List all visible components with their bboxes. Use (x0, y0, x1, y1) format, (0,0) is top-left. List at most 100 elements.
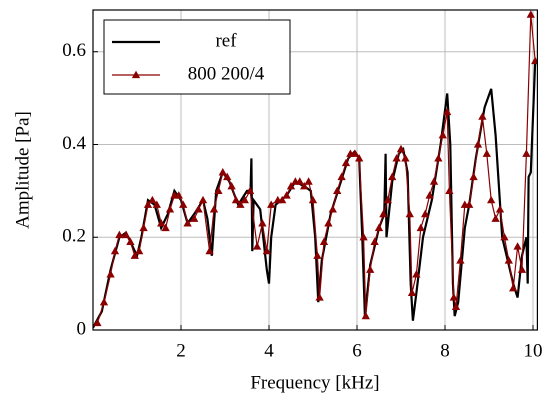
marker (315, 293, 324, 301)
marker (500, 232, 509, 241)
legend: ref 800 200/4 (103, 19, 291, 95)
marker (421, 209, 430, 218)
y-tick-label: 0.4 (62, 133, 86, 154)
marker (179, 200, 188, 208)
marker (304, 177, 313, 185)
marker (227, 181, 236, 190)
marker (267, 200, 276, 208)
marker (198, 195, 208, 204)
marker (509, 283, 518, 292)
marker (504, 256, 513, 264)
marker (383, 195, 392, 204)
marker (240, 195, 249, 204)
marker (350, 149, 359, 157)
y-axis-label: Amplitude [Pa] (12, 111, 33, 229)
marker (135, 246, 144, 255)
marker (487, 195, 496, 204)
marker (438, 130, 447, 139)
marker (407, 288, 417, 297)
marker (252, 242, 262, 250)
marker (308, 195, 318, 204)
marker (190, 214, 199, 222)
series-line (93, 60, 537, 329)
marker (412, 270, 421, 278)
marker (152, 200, 161, 208)
marker (319, 237, 329, 246)
marker (361, 311, 370, 320)
marker (517, 265, 527, 273)
marker (286, 181, 296, 190)
marker (214, 186, 223, 195)
marker (374, 223, 384, 232)
marker (161, 223, 170, 232)
marker (218, 167, 227, 176)
marker (491, 214, 500, 222)
y-tick-label: 0 (77, 318, 87, 339)
marker (106, 270, 115, 278)
marker (465, 200, 474, 208)
marker (324, 219, 333, 227)
x-axis-label: Frequency [kHz] (250, 372, 379, 393)
marker (359, 232, 368, 241)
marker (392, 154, 401, 162)
marker (236, 200, 245, 208)
marker (300, 181, 309, 190)
marker (295, 177, 304, 185)
legend-label: 800 200/4 (188, 63, 265, 84)
x-tick-label: 6 (352, 340, 362, 361)
marker (313, 251, 322, 259)
marker (396, 144, 406, 153)
marker (425, 191, 434, 199)
marker (443, 107, 452, 116)
marker (157, 219, 166, 227)
marker (416, 223, 425, 232)
marker (456, 256, 465, 264)
marker (143, 200, 153, 208)
marker (429, 177, 439, 185)
marker (183, 219, 192, 227)
marker (445, 186, 454, 195)
marker (495, 205, 505, 213)
marker (333, 186, 342, 195)
marker (469, 172, 478, 181)
marker (93, 318, 102, 327)
marker (513, 242, 522, 250)
marker (231, 195, 241, 204)
plot-area (93, 10, 538, 329)
marker (126, 237, 135, 246)
marker (379, 209, 388, 218)
marker (526, 10, 535, 18)
marker (355, 154, 364, 162)
marker (366, 265, 375, 273)
marker (434, 154, 443, 162)
legend-box (103, 19, 291, 95)
marker (482, 149, 491, 157)
marker (99, 297, 109, 306)
marker (370, 237, 379, 246)
y-tick-label: 0.2 (62, 226, 86, 247)
axes-frame (92, 9, 538, 331)
marker (209, 205, 219, 213)
marker (262, 246, 271, 255)
marker (341, 158, 351, 167)
marker (478, 112, 487, 120)
marker (473, 140, 483, 148)
marker (401, 154, 410, 162)
marker (115, 230, 124, 239)
marker (258, 219, 267, 227)
marker (223, 172, 232, 181)
x-tick-label: 8 (440, 340, 450, 361)
marker (139, 223, 148, 232)
x-tick-label: 4 (264, 340, 274, 361)
marker (148, 195, 157, 204)
marker (121, 230, 131, 239)
marker (194, 205, 203, 213)
y-tick-label: 0.6 (62, 40, 86, 61)
marker (522, 149, 531, 157)
marker (174, 191, 183, 199)
marker (328, 205, 337, 213)
marker (110, 246, 120, 255)
marker (449, 293, 458, 301)
